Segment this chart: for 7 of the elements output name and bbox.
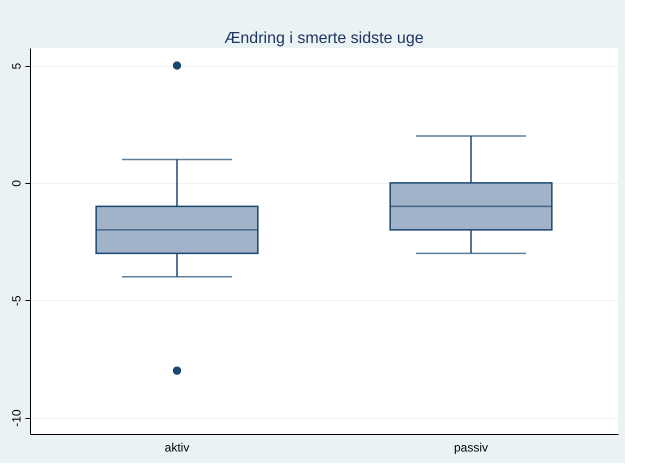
y-tick-label: -10	[10, 409, 24, 427]
chart-title: Ændring i smerte sidste uge	[224, 30, 424, 47]
y-tick-label: -5	[10, 295, 24, 306]
y-tick-label: 5	[10, 62, 24, 70]
x-tick-label: passiv	[454, 440, 488, 454]
x-tick-label: aktiv	[164, 440, 190, 454]
y-tick-label: 0	[10, 180, 24, 187]
